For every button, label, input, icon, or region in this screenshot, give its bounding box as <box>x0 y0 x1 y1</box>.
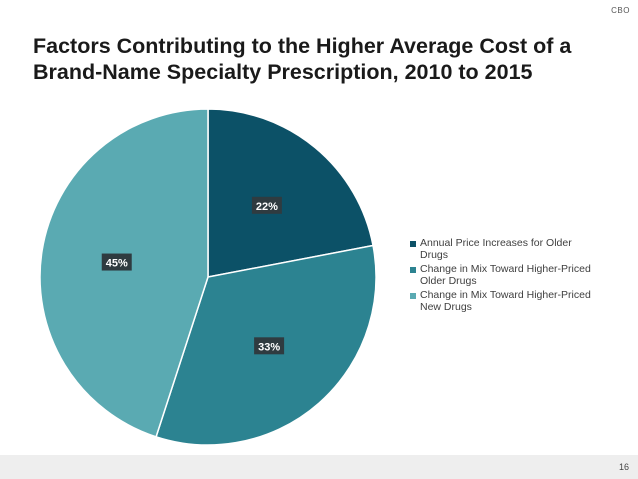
slide-title: Factors Contributing to the Higher Avera… <box>33 34 572 84</box>
legend-label: Annual Price Increases for Older Drugs <box>420 237 572 261</box>
chart-legend: Annual Price Increases for Older Drugs C… <box>410 237 600 315</box>
legend-swatch <box>410 267 416 273</box>
legend-item: Change in Mix Toward Higher-Priced New D… <box>410 289 600 313</box>
page-number: 16 <box>618 462 629 472</box>
legend-swatch <box>410 293 416 299</box>
slide-footer: 16 <box>0 455 638 479</box>
slice-value-label: 22% <box>251 196 282 214</box>
legend-swatch <box>410 241 416 247</box>
pie-slice <box>207 108 374 278</box>
label-background <box>101 253 132 271</box>
slice-value-label: 45% <box>101 253 132 271</box>
slice-value-text: 33% <box>258 341 280 353</box>
legend-label: Change in Mix Toward Higher-Priced New D… <box>420 289 591 313</box>
label-background <box>254 337 285 355</box>
slice-value-text: 22% <box>256 201 278 213</box>
slice-value-text: 45% <box>106 258 128 270</box>
agency-mark: CBO <box>611 6 630 15</box>
legend-item: Change in Mix Toward Higher-Priced Older… <box>410 263 600 287</box>
slice-value-label: 33% <box>254 337 285 355</box>
legend-label: Change in Mix Toward Higher-Priced Older… <box>420 263 591 287</box>
label-background <box>251 196 282 214</box>
pie-slice <box>39 108 209 438</box>
legend-item: Annual Price Increases for Older Drugs <box>410 237 600 261</box>
